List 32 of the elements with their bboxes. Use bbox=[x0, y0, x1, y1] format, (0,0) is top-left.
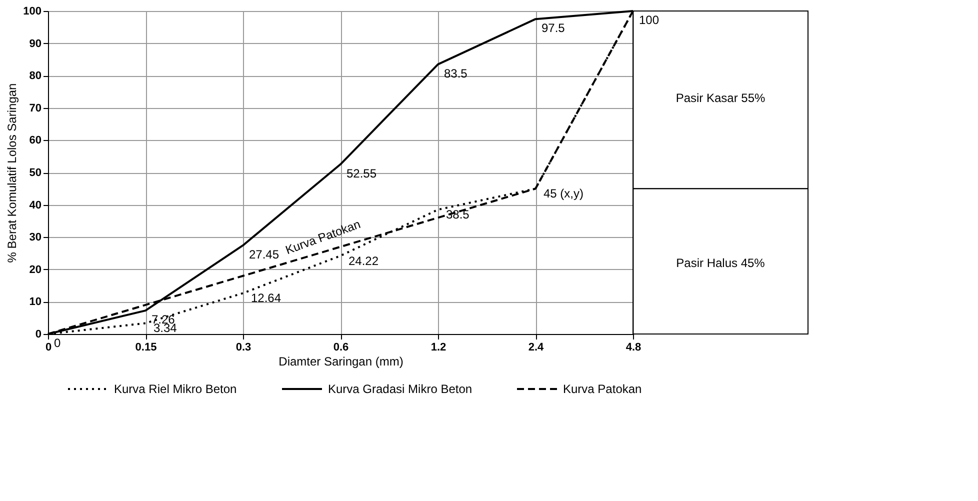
y-tick-label: 80 bbox=[29, 70, 42, 82]
text: Pasir Halus 45% bbox=[676, 256, 766, 270]
x-tick-label: 4.8 bbox=[626, 342, 642, 354]
y-tick-label: 40 bbox=[29, 199, 42, 212]
legend-label: Kurva Patokan bbox=[563, 382, 642, 396]
y-tick-label: 20 bbox=[29, 264, 42, 276]
data-label: 97.5 bbox=[542, 21, 566, 36]
y-tick-label: 0 bbox=[35, 328, 42, 340]
y-tick-label: 50 bbox=[29, 167, 42, 179]
x-tick-label: 2.4 bbox=[528, 342, 545, 354]
data-label: 12.64 bbox=[251, 291, 282, 306]
x-tick-label: 0.6 bbox=[333, 342, 349, 354]
y-axis-title: % Berat Komulatif Lolos Saringan bbox=[5, 83, 20, 263]
data-label: 83.5 bbox=[444, 66, 468, 80]
y-tick-label: 70 bbox=[29, 102, 42, 114]
y-tick-label: 90 bbox=[29, 38, 42, 50]
y-tick-label: 60 bbox=[29, 134, 42, 147]
data-label: 52.55 bbox=[346, 166, 377, 180]
legend-label: Kurva Gradasi Mikro Beton bbox=[328, 382, 472, 396]
x-axis-title: Diamter Saringan (mm) bbox=[278, 354, 404, 368]
data-label: 100 bbox=[639, 13, 660, 27]
x-tick-label: 0.3 bbox=[236, 342, 252, 354]
y-tick-label: 100 bbox=[23, 6, 42, 18]
text: Pasir Kasar 55% bbox=[676, 91, 766, 106]
y-tick-label: 30 bbox=[29, 232, 42, 244]
legend-label: Kurva Riel Mikro Beton bbox=[114, 382, 237, 396]
data-label: 45 (x,y) bbox=[544, 186, 584, 201]
y-tick-label: 10 bbox=[29, 296, 42, 308]
data-label: 27.45 bbox=[249, 247, 280, 262]
x-tick-label: 1.2 bbox=[430, 342, 446, 354]
x-tick-label: 0.15 bbox=[135, 342, 157, 354]
x-tick-label: 0 bbox=[45, 342, 52, 354]
